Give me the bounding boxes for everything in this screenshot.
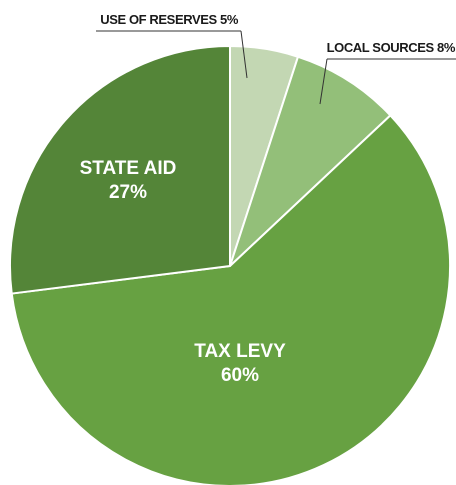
slice-state-aid — [9, 45, 231, 295]
slice-label-state-aid: STATE AID — [80, 158, 177, 179]
inside-labels: TAX LEVY 60% STATE AID 27% — [80, 158, 286, 386]
callout-leader-local-sources — [319, 58, 328, 105]
pie-slices — [9, 45, 451, 485]
callout-label-use-of-reserves: USE OF RESERVES 5% — [100, 12, 239, 27]
slice-local-sources — [229, 55, 392, 267]
callout-labels: USE OF RESERVES 5% LOCAL SOURCES 8% — [96, 12, 456, 105]
slice-label-tax-levy: TAX LEVY — [194, 341, 286, 362]
slice-tax-levy — [10, 114, 451, 485]
callout-label-local-sources: LOCAL SOURCES 8% — [327, 40, 456, 55]
slice-value-state-aid: 27% — [109, 182, 147, 203]
callout-leader-use-of-reserves — [240, 30, 248, 79]
slice-value-tax-levy: 60% — [221, 365, 259, 386]
